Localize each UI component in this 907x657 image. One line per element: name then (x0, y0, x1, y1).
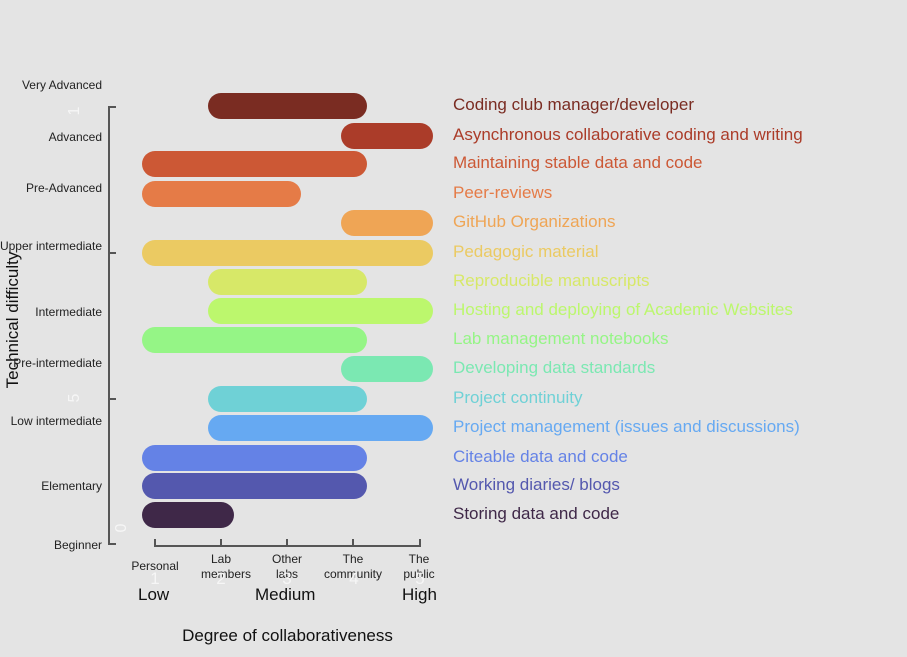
x-tick-number: 2 (216, 569, 226, 588)
y-level-label: Upper intermediate (0, 239, 102, 253)
legend-item: Lab management notebooks (453, 329, 669, 348)
x-tick-number: 3 (282, 569, 292, 588)
x-tick-label: Lab members (201, 552, 252, 581)
x-axis-line (155, 545, 421, 547)
range-bar (142, 240, 434, 266)
range-bar (208, 415, 434, 441)
legend-item: Citeable data and code (453, 447, 628, 466)
y-level-label: Beginner (53, 538, 102, 552)
x-tick-number: 5 (415, 569, 425, 588)
y-tick-number: 0 (113, 523, 130, 533)
x-level-high: High (402, 585, 437, 604)
x-tick (286, 539, 288, 547)
x-axis-title: Degree of collaborativeness (182, 626, 393, 645)
legend-item: Storing data and code (453, 504, 620, 523)
y-tick (108, 543, 116, 545)
range-bar (340, 123, 434, 149)
range-bar (340, 210, 434, 236)
x-tick (419, 539, 421, 547)
x-level-medium: Medium (255, 585, 316, 604)
y-tick-number: 5 (66, 393, 83, 403)
range-bar (208, 298, 434, 324)
legend-item: Developing data standards (453, 358, 656, 377)
x-level-low: Low (138, 585, 170, 604)
legend-item: GitHub Organizations (453, 212, 616, 231)
y-tick (108, 106, 116, 108)
range-bar (142, 327, 367, 353)
legend-item: Hosting and deploying of Academic Websit… (453, 300, 793, 319)
x-tick (220, 539, 222, 547)
legend-item: Project management (issues and discussio… (453, 417, 800, 436)
y-level-label: Pre-intermediate (13, 356, 102, 370)
x-tick-label: Personal (131, 559, 179, 573)
legend-item: Maintaining stable data and code (453, 153, 703, 172)
legend-item: Coding club manager/developer (453, 95, 694, 114)
y-level-label: Elementary (41, 479, 102, 493)
range-bar (208, 93, 367, 119)
y-axis-title: Technical difficulty (3, 251, 22, 389)
x-tick-label: Other labs (271, 552, 302, 581)
x-tick (154, 539, 156, 547)
range-bar (142, 502, 235, 528)
x-tick (352, 539, 354, 547)
range-bar (340, 356, 434, 382)
legend-item: Reproducible manuscripts (453, 271, 650, 290)
y-level-label: Very Advanced (21, 78, 102, 92)
y-level-label: Low intermediate (10, 414, 102, 428)
legend-item: Pedagogic material (453, 242, 599, 261)
x-tick-label: The public (403, 552, 435, 581)
y-tick (108, 252, 116, 254)
legend-item: Project continuity (453, 388, 583, 407)
range-bar (208, 269, 367, 295)
range-bar (142, 151, 367, 177)
y-tick-number: 1 (66, 106, 83, 116)
legend-item: Peer-reviews (453, 183, 553, 202)
y-tick (108, 398, 116, 400)
x-tick-label: The community (323, 552, 382, 581)
range-bar (142, 445, 367, 471)
legend-item: Asynchronous collaborative coding and wr… (453, 125, 803, 144)
y-level-label: Intermediate (35, 305, 102, 319)
x-tick-number: 1 (150, 569, 160, 588)
x-tick-number: 4 (349, 569, 359, 588)
y-level-label: Advanced (48, 130, 102, 144)
legend-item: Working diaries/ blogs (453, 475, 620, 494)
range-bar (142, 473, 367, 499)
y-axis-line (108, 106, 110, 545)
range-bar (208, 386, 367, 412)
range-bar (142, 181, 301, 207)
y-level-label: Pre-Advanced (25, 181, 102, 195)
